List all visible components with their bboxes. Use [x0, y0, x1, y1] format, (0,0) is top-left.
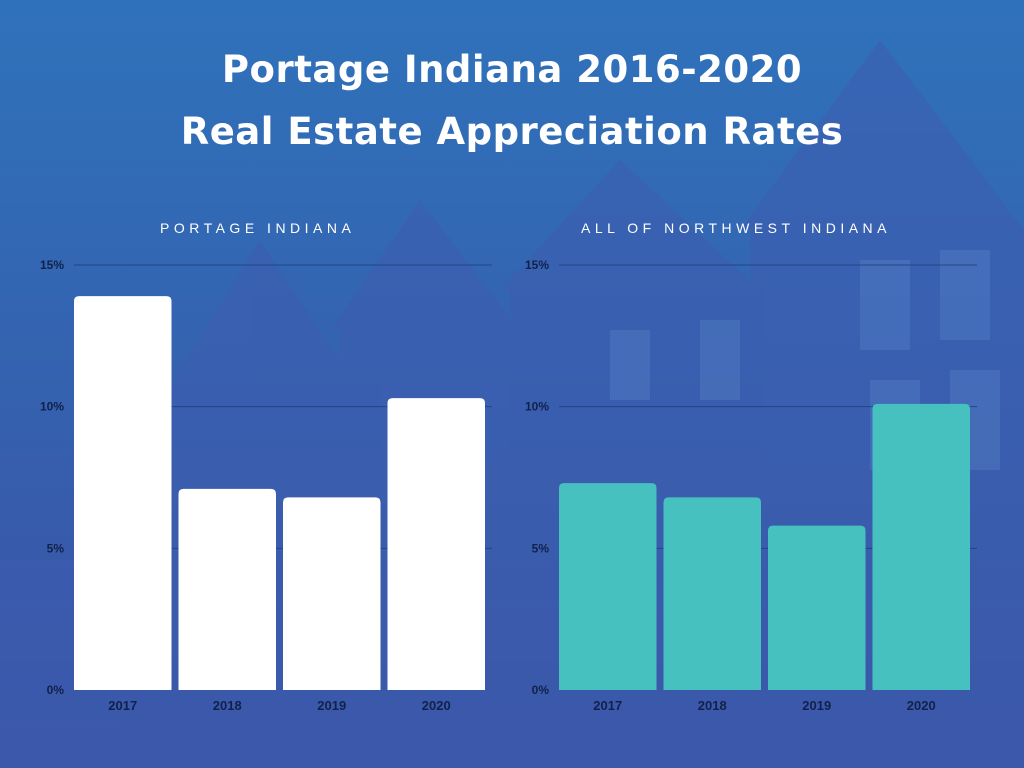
portage-y-tick-label: 5%	[47, 541, 65, 555]
northwest-bar	[663, 497, 761, 690]
portage-x-tick-label: 2019	[317, 698, 346, 713]
northwest-bar	[872, 403, 970, 690]
portage-bar	[74, 296, 172, 690]
page-title-line-2: Real Estate Appreciation Rates	[180, 110, 844, 153]
northwest-bar	[559, 483, 657, 690]
northwest-indiana-chart-title: ALL OF NORTHWEST INDIANA	[581, 220, 891, 236]
portage-bar	[283, 497, 381, 690]
portage-chart: PORTAGE INDIANA 0% 5% 10% 15% 2017 2018 2019 20…	[30, 210, 500, 734]
northwest-x-tick-label: 2019	[802, 698, 831, 713]
portage-chart-plot: 0% 5% 10% 15% 2017 2018 2019 2020	[40, 258, 492, 713]
northwest-indiana-chart-plot: 0% 5% 10% 15% 2017 2018 2019 2020	[525, 258, 977, 713]
page-title-line-1: Portage Indiana 2016-2020	[221, 48, 803, 91]
northwest-y-tick-label: 0%	[532, 683, 550, 697]
northwest-x-tick-label: 2020	[907, 698, 936, 713]
portage-bar	[178, 488, 276, 690]
northwest-indiana-chart: ALL OF NORTHWEST INDIANA 0% 5% 10% 15% 2017 2…	[515, 210, 985, 734]
portage-y-tick-label: 15%	[40, 258, 64, 272]
portage-bar	[387, 398, 485, 690]
portage-x-tick-label: 2018	[213, 698, 242, 713]
northwest-y-tick-label: 10%	[525, 400, 549, 414]
northwest-x-tick-label: 2017	[593, 698, 622, 713]
northwest-x-tick-label: 2018	[698, 698, 727, 713]
portage-chart-title: PORTAGE INDIANA	[160, 220, 356, 236]
northwest-y-tick-label: 5%	[532, 541, 550, 555]
portage-y-tick-label: 10%	[40, 400, 64, 414]
portage-x-tick-label: 2020	[422, 698, 451, 713]
northwest-bar	[768, 525, 866, 690]
northwest-y-tick-label: 15%	[525, 258, 549, 272]
portage-x-tick-label: 2017	[108, 698, 137, 713]
portage-y-tick-label: 0%	[47, 683, 65, 697]
